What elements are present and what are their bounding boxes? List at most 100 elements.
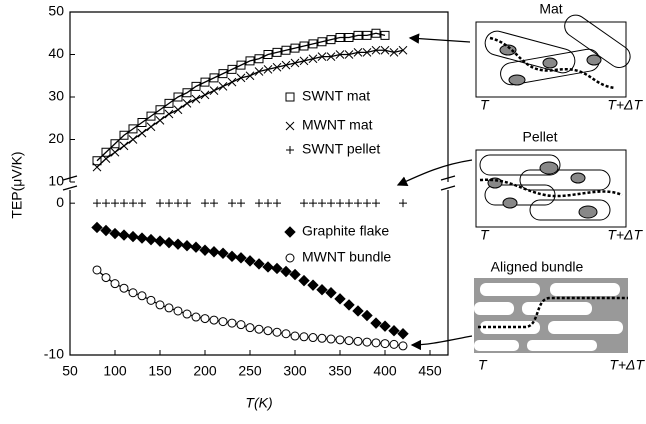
axes-frame [62, 11, 456, 356]
marker-diamond [244, 255, 256, 267]
marker-cross [191, 94, 201, 104]
x-axis-label: T(K) [245, 395, 272, 411]
marker-circle [254, 324, 264, 334]
marker-plus [120, 199, 128, 208]
diagram-label: T+ΔT [609, 357, 645, 373]
marker-circle [380, 339, 390, 349]
x-tick-label: 50 [62, 363, 78, 379]
marker-plus [129, 199, 137, 208]
marker-square [290, 43, 300, 53]
marker-cross [236, 73, 246, 83]
marker-diamond [217, 247, 229, 259]
marker-circle [353, 336, 363, 346]
marker-circle [218, 317, 228, 327]
marker-circle [326, 334, 336, 344]
marker-circle [137, 291, 147, 301]
marker-square [110, 139, 120, 149]
legend-label: Graphite flake [302, 223, 389, 239]
y-axis-label: TEP(μV/K) [9, 151, 25, 218]
marker-square [128, 124, 138, 134]
y-tick-label: 20 [48, 130, 64, 146]
marker-plus [345, 199, 353, 208]
legend-marker [285, 253, 295, 263]
marker-diamond [100, 224, 112, 237]
legend-label: SWNT pellet [302, 141, 380, 157]
marker-plus [309, 199, 317, 208]
marker-square [371, 28, 381, 38]
marker-circle [191, 312, 201, 322]
marker-plus [93, 199, 101, 208]
marker-cross [281, 60, 291, 70]
marker-diamond [325, 287, 337, 299]
marker-square [209, 73, 219, 83]
y-tick-label: 30 [48, 88, 64, 104]
marker-diamond [127, 230, 139, 243]
marker-square [92, 156, 102, 166]
marker-cross [155, 116, 165, 125]
marker-cross [92, 162, 102, 172]
x-tick-label: 100 [103, 363, 127, 379]
y-tick-label: 50 [48, 3, 64, 19]
marker-diamond [118, 229, 130, 241]
marker-circle [119, 283, 129, 293]
marker-diamond [289, 268, 301, 281]
legend-marker [285, 121, 295, 131]
marker-circle [272, 327, 282, 337]
marker-diamond [181, 239, 193, 252]
marker-circle [236, 320, 246, 330]
marker-diamond [190, 241, 202, 253]
marker-square [308, 39, 318, 49]
marker-square [164, 98, 174, 108]
marker-cross [209, 86, 219, 95]
marker-cross [263, 65, 273, 74]
marker-square [335, 33, 345, 42]
marker-square [236, 60, 246, 70]
diagram-title: Aligned bundle [491, 259, 584, 275]
marker-diamond [271, 262, 283, 275]
marker-plus [165, 199, 173, 208]
marker-circle [164, 303, 174, 313]
diagram-label: T [478, 357, 488, 373]
x-tick-label: 250 [238, 363, 262, 379]
marker-cross [389, 48, 399, 57]
marker-cross [308, 54, 318, 64]
marker-cross [137, 128, 147, 138]
marker-plus [264, 199, 272, 208]
marker-diamond [253, 258, 265, 270]
marker-square [299, 41, 309, 51]
marker-plus [201, 199, 209, 208]
marker-plus [156, 199, 164, 208]
x-tick-label: 350 [328, 363, 352, 379]
marker-square [182, 88, 192, 98]
marker-circle [92, 265, 102, 275]
marker-square [380, 30, 390, 40]
marker-plus [111, 199, 119, 208]
legend-marker [286, 146, 294, 154]
diagram-mat: Mat T T+ΔT [475, 1, 643, 113]
legend-marker [285, 92, 295, 102]
diagram-title: Pellet [522, 129, 557, 145]
y-tick-label: 10 [48, 173, 64, 189]
marker-plus [273, 199, 281, 208]
marker-circle [389, 339, 399, 349]
fit-line [96, 32, 386, 162]
marker-diamond [226, 250, 238, 263]
marker-square [227, 64, 237, 74]
marker-cross [335, 50, 345, 59]
marker-plus [138, 199, 146, 208]
marker-diamond [370, 317, 382, 329]
marker-diamond [172, 238, 184, 250]
marker-square [344, 33, 354, 42]
marker-diamond [298, 274, 310, 287]
marker-plus [318, 199, 326, 208]
marker-cross [110, 147, 120, 157]
marker-plus [210, 199, 218, 208]
diagram-label: T+ΔT [607, 97, 643, 113]
marker-cross [380, 45, 390, 55]
marker-cross [227, 77, 237, 87]
marker-diamond [235, 252, 247, 264]
marker-diamond [307, 279, 319, 291]
marker-diamond [334, 293, 346, 305]
marker-diamond [388, 325, 400, 337]
marker-diamond [199, 244, 211, 256]
